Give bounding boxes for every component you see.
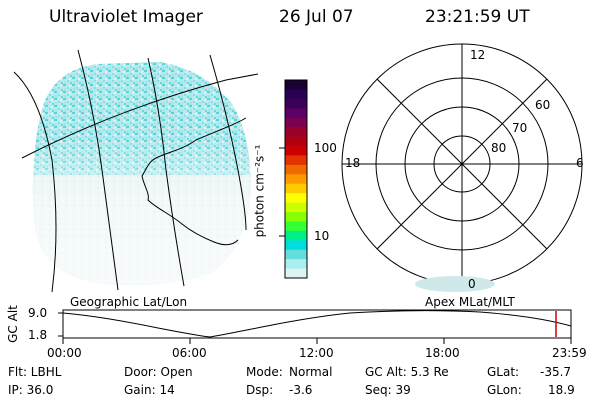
info-glat-value: -35.7 xyxy=(540,365,572,379)
color-bar-segment xyxy=(285,183,307,194)
info-door: Door: Open xyxy=(124,365,193,379)
color-bar-segment xyxy=(285,136,307,147)
color-bar-segment xyxy=(285,212,307,222)
colorbar-tick-10: 10 xyxy=(314,229,330,243)
color-bar xyxy=(285,80,307,279)
apex-label: Apex MLat/MLT xyxy=(425,295,515,309)
color-bar-segment xyxy=(285,117,307,128)
color-bar-segment xyxy=(285,240,307,251)
time-label-1800: 18:00 xyxy=(425,346,460,360)
altitude-curve xyxy=(62,310,572,338)
altitude-label-low: 1.8 xyxy=(28,328,48,342)
color-bar-segment xyxy=(285,164,307,175)
time-label-0000: 00:00 xyxy=(47,346,82,360)
color-bar-segment xyxy=(285,108,307,119)
color-bar-segment xyxy=(285,202,307,213)
color-bar-segment xyxy=(285,259,307,270)
mlt-label-6: 6 xyxy=(576,156,584,170)
lat-label-70: 70 xyxy=(512,121,528,135)
info-gcalt: GC Alt: 5.3 Re xyxy=(365,365,449,379)
mlt-label-12: 12 xyxy=(470,48,486,62)
color-bar-segment xyxy=(285,230,307,241)
altitude-axis-label: GC Alt xyxy=(5,305,20,343)
mlt-label-0: 0 xyxy=(468,277,476,291)
color-bar-segment xyxy=(285,89,307,100)
color-bar-segment xyxy=(285,155,307,166)
geographic-label: Geographic Lat/Lon xyxy=(70,295,188,309)
mlt-label-18: 18 xyxy=(345,156,361,170)
altitude-label-high: 9.0 xyxy=(28,306,48,320)
lat-label-80: 80 xyxy=(491,141,507,155)
color-bar-segment xyxy=(285,221,307,232)
info-seq: Seq: 39 xyxy=(365,383,411,397)
info-dsp-value: -3.6 xyxy=(289,383,313,397)
info-gain: Gain: 14 xyxy=(124,383,175,397)
time-label-1200: 12:00 xyxy=(299,346,334,360)
color-bar-segment xyxy=(285,174,307,185)
coastline xyxy=(141,117,247,246)
color-bar-segment xyxy=(285,249,307,260)
lat-label-60: 60 xyxy=(535,98,551,112)
info-glon-value: 18.9 xyxy=(548,383,575,397)
color-bar-segment xyxy=(285,268,307,279)
info-flt: Flt: LBHL xyxy=(8,365,62,379)
info-ip: IP: 36.0 xyxy=(8,383,54,397)
info-glon-label: GLon: xyxy=(487,383,522,397)
auroral-image xyxy=(32,62,251,285)
color-bar-frame xyxy=(284,79,308,279)
color-bar-segment xyxy=(285,80,307,90)
color-bar-segment xyxy=(285,127,307,138)
instrument-title: Ultraviolet Imager xyxy=(49,7,203,27)
info-glat-label: GLat: xyxy=(487,365,520,379)
color-bar-segment xyxy=(285,146,307,156)
polar-image-fragment xyxy=(415,276,495,292)
color-bar-segment xyxy=(285,193,307,204)
geographic-grid xyxy=(13,49,259,293)
time-label-2359: 23:59 xyxy=(552,346,587,360)
date-label: 26 Jul 07 xyxy=(279,7,354,27)
info-mode-label: Mode: xyxy=(246,365,283,379)
time-label: 23:21:59 UT xyxy=(425,7,530,27)
polar-plot xyxy=(341,43,583,285)
colorbar-tick-100: 100 xyxy=(314,141,337,155)
info-mode-value: Normal xyxy=(289,365,333,379)
info-dsp-label: Dsp: xyxy=(246,383,274,397)
colorbar-unit-label: photon cm⁻²s⁻¹ xyxy=(252,144,267,238)
color-bar-segment xyxy=(285,98,307,109)
time-label-0600: 06:00 xyxy=(172,346,207,360)
